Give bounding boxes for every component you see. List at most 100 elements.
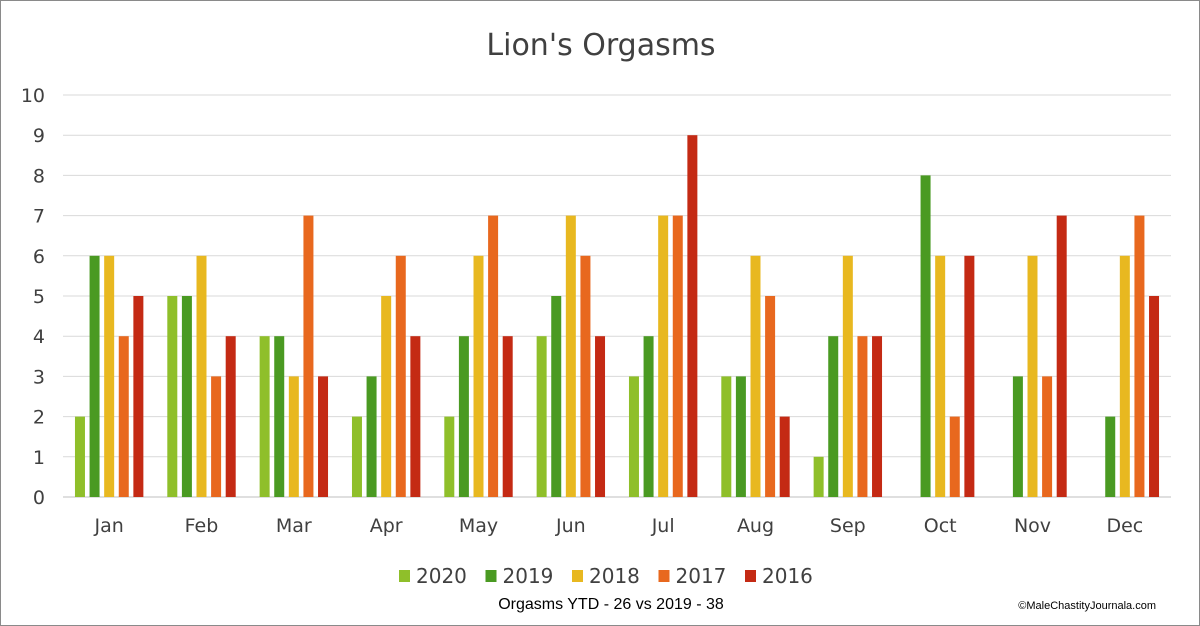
legend-label: 2020 [416,564,467,588]
y-tick-label: 8 [33,165,45,187]
bar-jul-2019 [643,336,654,497]
x-tick-label: May [459,515,498,537]
bar-aug-2020 [721,376,732,497]
bar-may-2020 [444,416,455,497]
bar-feb-2019 [181,296,192,497]
legend-swatch-2020 [399,570,410,582]
bar-dec-2016 [1149,296,1160,497]
legend-swatch-2018 [572,570,583,582]
bar-dec-2017 [1134,215,1145,497]
y-tick-label: 10 [21,85,45,107]
bar-mar-2018 [288,376,299,497]
x-tick-label: Feb [185,515,219,537]
bar-may-2017 [488,215,499,497]
bar-dec-2018 [1119,255,1130,497]
bar-sep-2020 [813,456,824,497]
bar-aug-2017 [765,296,776,497]
bar-aug-2019 [735,376,746,497]
x-tick-label: Aug [737,515,774,537]
y-tick-label: 5 [33,286,45,308]
x-tick-label: Oct [924,515,957,537]
x-axis-ticks: Jan Feb Mar Apr May Jun Jul Aug Sep Oct Nov Dec [94,515,1144,537]
bar-apr-2019 [366,376,377,497]
bar-may-2019 [458,336,469,497]
bar-mar-2017 [303,215,314,497]
x-tick-label: Jun [555,515,586,537]
bar-mar-2020 [259,336,270,497]
bar-feb-2017 [211,376,222,497]
bar-nov-2016 [1056,215,1067,497]
bar-aug-2016 [779,416,790,497]
legend-label: 2019 [503,564,554,588]
y-tick-label: 7 [33,206,45,228]
bar-jun-2020 [536,336,547,497]
legend-label: 2018 [589,564,640,588]
bar-feb-2016 [225,336,236,497]
bar-apr-2020 [351,416,362,497]
bar-jun-2019 [551,296,562,497]
x-tick-label: Mar [276,515,312,537]
bar-jun-2016 [595,336,606,497]
y-tick-label: 6 [33,246,45,268]
bar-sep-2017 [857,336,868,497]
bar-mar-2016 [318,376,329,497]
bar-sep-2019 [828,336,839,497]
bar-jan-2018 [104,255,115,497]
bar-oct-2018 [935,255,946,497]
bar-jun-2018 [565,215,576,497]
y-tick-label: 2 [33,407,45,429]
copyright-notice: ©MaleChastityJournala.com [1018,600,1156,612]
bar-may-2018 [473,255,484,497]
bar-jul-2017 [672,215,683,497]
x-tick-label: Jan [94,515,124,537]
bar-oct-2019 [920,175,931,497]
bar-jun-2017 [580,255,591,497]
bar-jan-2019 [89,255,100,497]
bar-jul-2016 [687,135,698,497]
legend-label: 2017 [676,564,727,588]
bar-feb-2018 [196,255,207,497]
ytd-caption: Orgasms YTD - 26 vs 2019 - 38 [498,596,724,613]
bar-jan-2020 [74,416,85,497]
bar-apr-2018 [381,296,392,497]
bar-sep-2016 [872,336,883,497]
y-tick-label: 9 [33,125,45,147]
y-tick-label: 1 [33,447,45,469]
bar-nov-2018 [1027,255,1038,497]
bars [74,135,1160,497]
bar-jul-2018 [658,215,669,497]
x-tick-label: Sep [830,515,866,537]
y-tick-label: 0 [33,487,45,509]
legend-label: 2016 [762,564,813,588]
chart-title: Lion's Orgasms [486,28,715,63]
bar-jan-2016 [133,296,144,497]
y-tick-label: 4 [33,326,45,348]
bar-apr-2016 [410,336,421,497]
gridlines [63,94,1171,498]
x-tick-label: Jul [651,515,675,537]
x-tick-label: Nov [1014,515,1051,537]
legend-swatch-2016 [745,570,756,582]
y-axis-ticks: 0 1 2 3 4 5 6 7 8 9 10 [21,85,45,509]
legend-swatch-2019 [485,570,497,582]
bar-sep-2018 [842,255,853,497]
bar-jan-2017 [118,336,129,497]
bar-oct-2016 [964,255,975,497]
bar-feb-2020 [167,296,178,497]
bar-may-2016 [502,336,513,497]
bar-nov-2019 [1012,376,1023,497]
bar-aug-2018 [750,255,761,497]
legend: 2020 2019 2018 2017 2016 [399,564,813,588]
y-tick-label: 3 [33,366,45,388]
x-tick-label: Dec [1106,515,1143,537]
x-tick-label: Apr [370,515,403,537]
bar-nov-2017 [1042,376,1053,497]
bar-jul-2020 [628,376,639,497]
bar-oct-2017 [949,416,960,497]
bar-mar-2019 [274,336,285,497]
bar-apr-2017 [395,255,406,497]
bar-dec-2019 [1105,416,1116,497]
legend-swatch-2017 [658,570,670,582]
